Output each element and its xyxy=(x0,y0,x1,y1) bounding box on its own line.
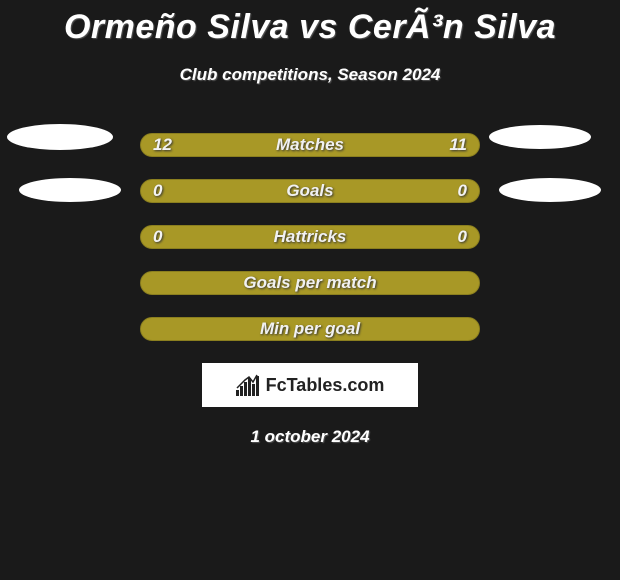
stat-label: Matches xyxy=(141,135,479,155)
stat-left-value: 12 xyxy=(153,135,172,155)
stat-bar: Min per goal xyxy=(140,317,480,341)
fctables-logo-icon xyxy=(236,374,262,396)
stat-row: Goals per match xyxy=(0,271,620,295)
stat-left-value: 0 xyxy=(153,227,162,247)
stat-label: Goals per match xyxy=(141,273,479,293)
stat-bar: Goals per match xyxy=(140,271,480,295)
logo-box: FcTables.com xyxy=(202,363,418,407)
stat-bar: Hattricks0 0 xyxy=(140,225,480,249)
stat-row: Min per goal xyxy=(0,317,620,341)
player-left-marker xyxy=(19,178,121,202)
stat-right-value: 0 xyxy=(458,227,467,247)
stat-left-value: 0 xyxy=(153,181,162,201)
comparison-rows: Matches1211Goals00Hattricks00Goals per m… xyxy=(0,133,620,341)
logo-text: FcTables.com xyxy=(266,375,385,396)
stat-right-value: 11 xyxy=(449,135,467,155)
player-right-marker xyxy=(489,125,591,149)
player-right-marker xyxy=(499,178,601,202)
stat-bar: Goals0 0 xyxy=(140,179,480,203)
stat-label: Min per goal xyxy=(141,319,479,339)
stat-bar: Matches12 11 xyxy=(140,133,480,157)
stat-right-value: 0 xyxy=(458,181,467,201)
stat-row: Hattricks0 0 xyxy=(0,225,620,249)
stat-label: Goals xyxy=(141,181,479,201)
page-subtitle: Club competitions, Season 2024 xyxy=(0,65,620,85)
footer-date: 1 october 2024 xyxy=(0,427,620,447)
stat-label: Hattricks xyxy=(141,227,479,247)
player-left-marker xyxy=(7,124,113,150)
page-title: Ormeño Silva vs CerÃ³n Silva xyxy=(0,0,620,47)
